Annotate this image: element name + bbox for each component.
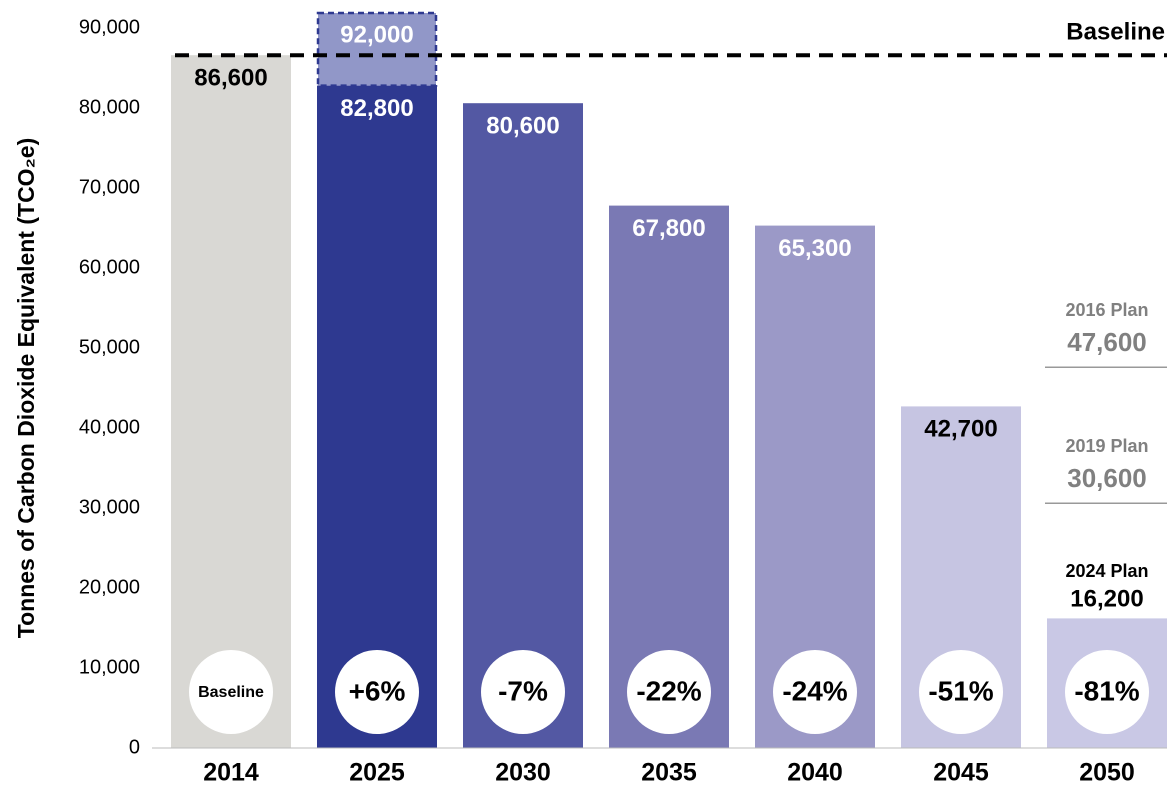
y-tick-label: 10,000 (79, 656, 140, 678)
value-label: 82,800 (340, 95, 413, 122)
x-tick-label: 2045 (933, 759, 989, 787)
badge-label: -51% (928, 675, 993, 706)
y-tick-label: 0 (129, 736, 140, 758)
value-label: 42,700 (924, 416, 997, 443)
y-tick-label: 80,000 (79, 96, 140, 118)
bar (317, 85, 437, 749)
badge-label: Baseline (198, 684, 264, 701)
x-tick-label: 2040 (787, 759, 843, 787)
x-tick-label: 2014 (203, 759, 259, 787)
projected-bar (316, 11, 438, 87)
y-tick-label: 60,000 (79, 256, 140, 278)
y-tick-label: 90,000 (79, 16, 140, 38)
value-label: 16,200 (1070, 586, 1143, 613)
badge (335, 650, 419, 734)
x-tick-label: 2050 (1079, 759, 1135, 787)
badge (773, 650, 857, 734)
value-label: 80,600 (486, 113, 559, 140)
plan-name: 2019 Plan (1065, 436, 1148, 456)
value-label: 65,300 (778, 235, 851, 262)
x-tick-label: 2035 (641, 759, 697, 787)
bar (171, 55, 291, 748)
badge (627, 650, 711, 734)
value-label: 86,600 (194, 65, 267, 92)
y-axis-label: Tonnes of Carbon Dioxide Equivalent (TCO… (13, 138, 39, 639)
plan-name: 2016 Plan (1065, 300, 1148, 320)
value-label: 67,800 (632, 215, 705, 242)
badge-label: -24% (782, 675, 847, 706)
badge-label: +6% (349, 675, 406, 706)
badge-label: -7% (498, 675, 548, 706)
plan-value: 30,600 (1067, 463, 1147, 493)
badge (189, 650, 273, 734)
y-tick-label: 30,000 (79, 496, 140, 518)
badge (919, 650, 1003, 734)
bar (463, 103, 583, 748)
badge-label: -81% (1074, 675, 1139, 706)
y-tick-label: 40,000 (79, 416, 140, 438)
plan-value: 47,600 (1067, 327, 1147, 357)
badge-label: -22% (636, 675, 701, 706)
badge (1065, 650, 1149, 734)
y-tick-label: 70,000 (79, 176, 140, 198)
projected-label: 92,000 (340, 21, 413, 48)
x-tick-label: 2025 (349, 759, 405, 787)
y-tick-label: 20,000 (79, 576, 140, 598)
plan-name: 2024 Plan (1065, 561, 1148, 581)
baseline-label: Baseline (1066, 19, 1165, 46)
badge (481, 650, 565, 734)
y-tick-label: 50,000 (79, 336, 140, 358)
x-tick-label: 2030 (495, 759, 551, 787)
